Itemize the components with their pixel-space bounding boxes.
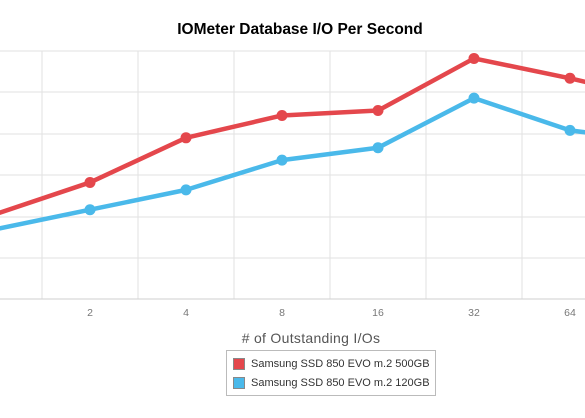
x-tick-label: 4: [183, 307, 189, 319]
chart-title: IOMeter Database I/O Per Second: [177, 21, 423, 38]
data-point[interactable]: [468, 92, 480, 104]
legend-swatch-120gb: [233, 376, 245, 389]
legend-item-500gb[interactable]: Samsung SSD 850 EVO m.2 500GB: [233, 354, 430, 373]
x-tick-label: 64: [564, 307, 576, 319]
legend-item-120gb[interactable]: Samsung SSD 850 EVO m.2 120GB: [233, 373, 430, 392]
legend-label-500gb: Samsung SSD 850 EVO m.2 500GB: [251, 357, 430, 370]
data-point[interactable]: [372, 142, 384, 154]
legend-swatch-500gb: [233, 357, 245, 370]
series-500gb: [0, 52, 585, 216]
x-tick-label: 32: [468, 307, 480, 319]
data-point[interactable]: [276, 109, 288, 121]
legend-label-120gb: Samsung SSD 850 EVO m.2 120GB: [251, 376, 430, 389]
x-tick-label: 8: [279, 307, 285, 319]
series-120gb: [0, 92, 585, 231]
data-point[interactable]: [468, 52, 480, 64]
series-group: [0, 52, 585, 231]
data-point[interactable]: [84, 204, 96, 216]
data-point[interactable]: [372, 105, 384, 117]
data-point[interactable]: [84, 176, 96, 188]
data-point[interactable]: [180, 132, 192, 144]
x-tick-label: 16: [372, 307, 384, 319]
legend: Samsung SSD 850 EVO m.2 500GB Samsung SS…: [226, 350, 436, 396]
x-tick-label: 2: [87, 307, 93, 319]
series-line: [0, 95, 585, 231]
x-axis-ticks: 2 4 8 16 32 64: [87, 307, 576, 319]
data-point[interactable]: [276, 154, 288, 166]
series-line: [0, 56, 585, 216]
data-point[interactable]: [564, 72, 576, 84]
data-point[interactable]: [180, 184, 192, 196]
grid: [0, 50, 585, 300]
data-point[interactable]: [564, 124, 576, 136]
x-axis-title: # of Outstanding I/Os: [242, 330, 381, 346]
